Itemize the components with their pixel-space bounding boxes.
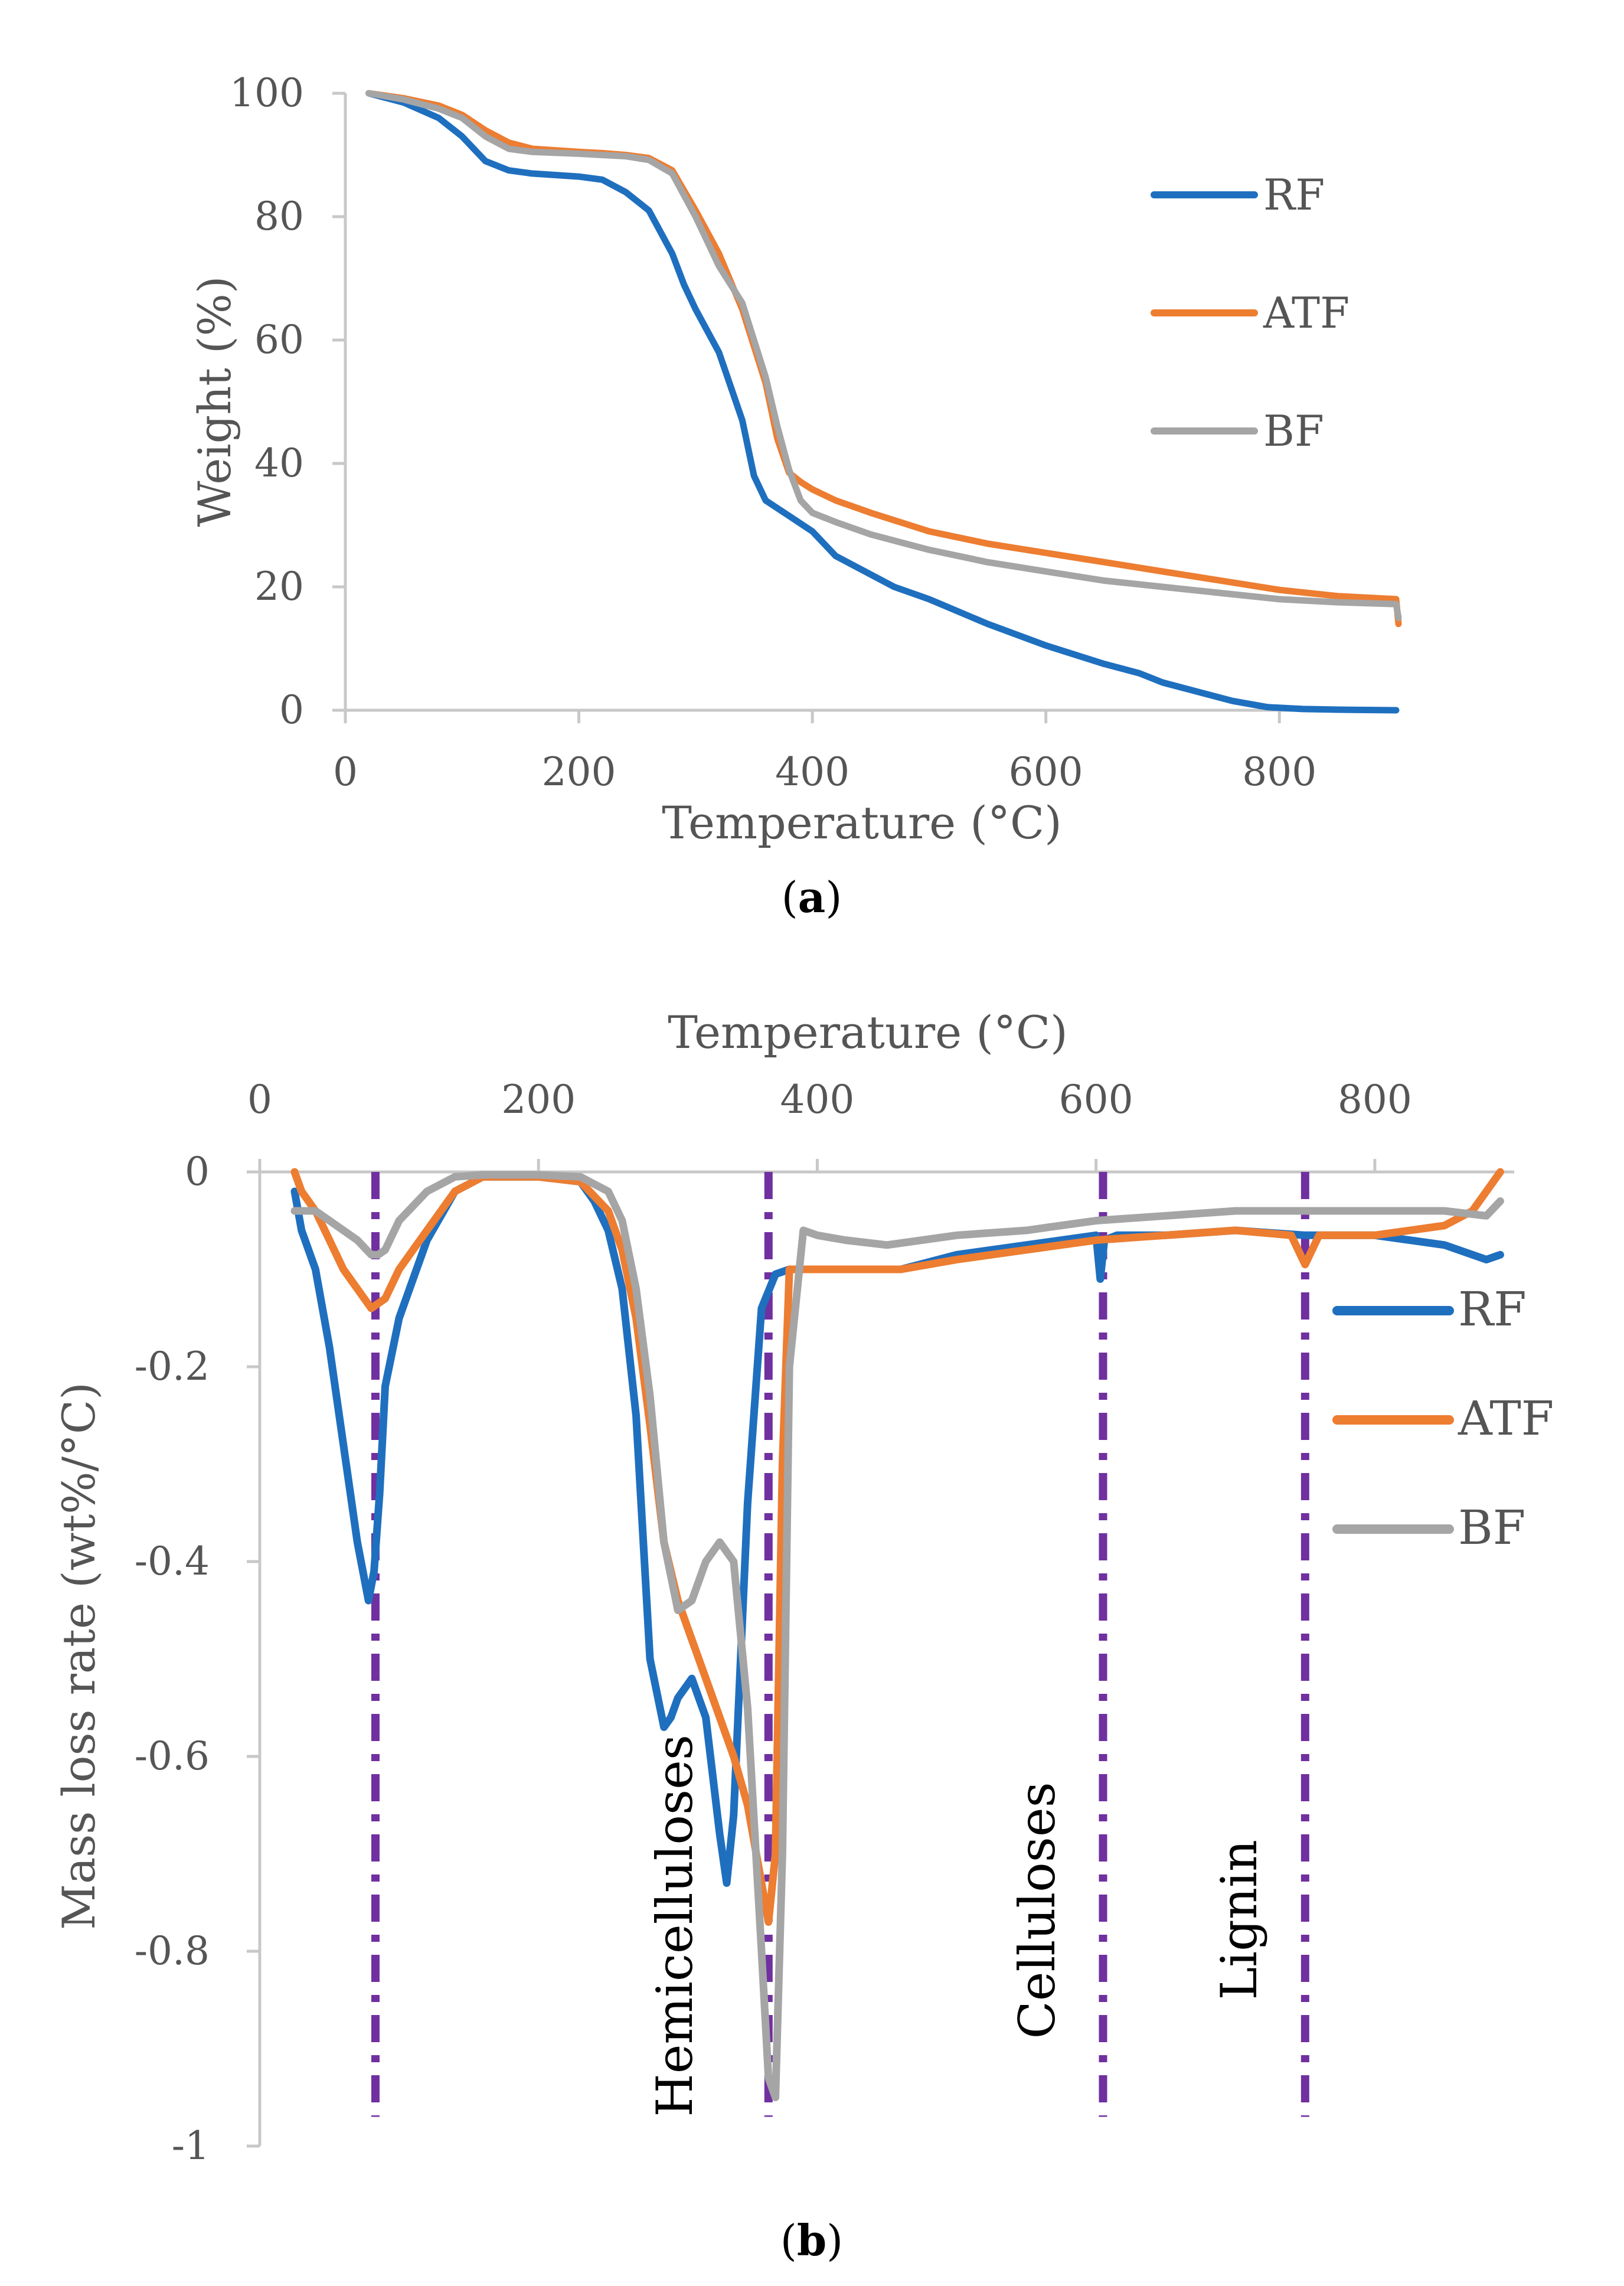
series-line-bf — [365, 90, 1402, 621]
x-tick-label: 400 — [780, 1077, 854, 1122]
x-tick-label: 0 — [247, 1077, 272, 1122]
x-tick-label: 600 — [1059, 1077, 1133, 1122]
y-tick-label: 0 — [185, 1149, 210, 1194]
y-tick-label: -0.6 — [135, 1733, 210, 1779]
y-tick-label: -1 — [172, 2123, 210, 2169]
chart-a-y-axis-title: Weight (%) — [188, 276, 241, 527]
series-line-rf — [365, 90, 1400, 714]
x-tick-label: 800 — [1242, 749, 1316, 795]
y-tick-label: 100 — [230, 70, 304, 116]
y-tick-label: 40 — [254, 440, 304, 486]
chart-a-series — [365, 90, 1402, 714]
chart-b-legend: RF ATF BF — [1332, 1282, 1554, 1555]
chart-a-x-ticks: 0 200 400 600 800 — [333, 710, 1316, 795]
legend-label-atf: ATF — [1458, 1391, 1554, 1446]
legend-label-rf: RF — [1263, 170, 1325, 220]
annotation-celluloses: Celluloses — [1008, 1782, 1066, 2039]
chart-a-legend: RF ATF BF — [1151, 170, 1349, 456]
chart-b-reference-lines — [371, 1172, 1309, 2117]
y-tick-label: 0 — [279, 687, 304, 733]
x-tick-label: 600 — [1009, 749, 1083, 795]
x-tick-label: 200 — [501, 1077, 576, 1122]
y-tick-label: 60 — [254, 317, 304, 363]
chart-a-caption-letter: a — [798, 872, 826, 922]
chart-a-y-ticks: 0 20 40 60 80 100 — [230, 70, 345, 733]
x-tick-label: 0 — [333, 749, 358, 795]
chart-b-x-axis-title: Temperature (°C) — [668, 1006, 1068, 1059]
chart-b-caption-letter: b — [797, 2215, 826, 2265]
chart-a-axes: 0 200 400 600 800 0 20 40 60 80 100 — [230, 70, 1396, 795]
chart-a: 0 200 400 600 800 0 20 40 60 80 100 RF ATF BF Tempe… — [188, 70, 1402, 922]
y-tick-label: 20 — [254, 564, 304, 609]
annotation-hemicelluloses: Hemicelluloses — [646, 1735, 704, 2117]
legend-label-bf: BF — [1458, 1500, 1525, 1555]
legend-label-bf: BF — [1263, 406, 1324, 456]
y-tick-label: -0.2 — [135, 1344, 210, 1389]
y-tick-label: -0.4 — [135, 1539, 210, 1584]
chart-b-axes: 0 200 400 600 800 0 -0.2 -0.4 -0.6 -0.8 -1 — [135, 1077, 1514, 2169]
x-tick-label: 200 — [542, 749, 616, 795]
legend-label-atf: ATF — [1263, 288, 1349, 338]
chart-b-y-axis-title: Mass loss rate (wt%/°C) — [53, 1382, 105, 1930]
chart-b-x-ticks: 0 200 400 600 800 — [247, 1077, 1412, 1172]
legend-label-rf: RF — [1458, 1282, 1527, 1337]
series-line-bf — [290, 1171, 1504, 2101]
chart-b-annotations: Hemicelluloses Celluloses Lignin — [646, 1735, 1268, 2117]
y-tick-label: -0.8 — [135, 1928, 210, 1974]
chart-a-caption: (a) — [782, 872, 842, 922]
y-tick-label: 80 — [254, 194, 304, 239]
chart-b: 0 200 400 600 800 0 -0.2 -0.4 -0.6 -0.8 -1 Hemice… — [53, 1006, 1554, 2265]
chart-b-caption: (b) — [780, 2215, 844, 2265]
x-tick-label: 800 — [1338, 1077, 1412, 1122]
chart-b-y-ticks: 0 -0.2 -0.4 -0.6 -0.8 -1 — [135, 1149, 260, 2169]
annotation-lignin: Lignin — [1210, 1840, 1268, 2000]
chart-a-x-axis-title: Temperature (°C) — [662, 796, 1062, 849]
chart-b-series — [290, 1168, 1504, 2101]
x-tick-label: 400 — [775, 749, 849, 795]
series-line-atf — [290, 1168, 1504, 1926]
